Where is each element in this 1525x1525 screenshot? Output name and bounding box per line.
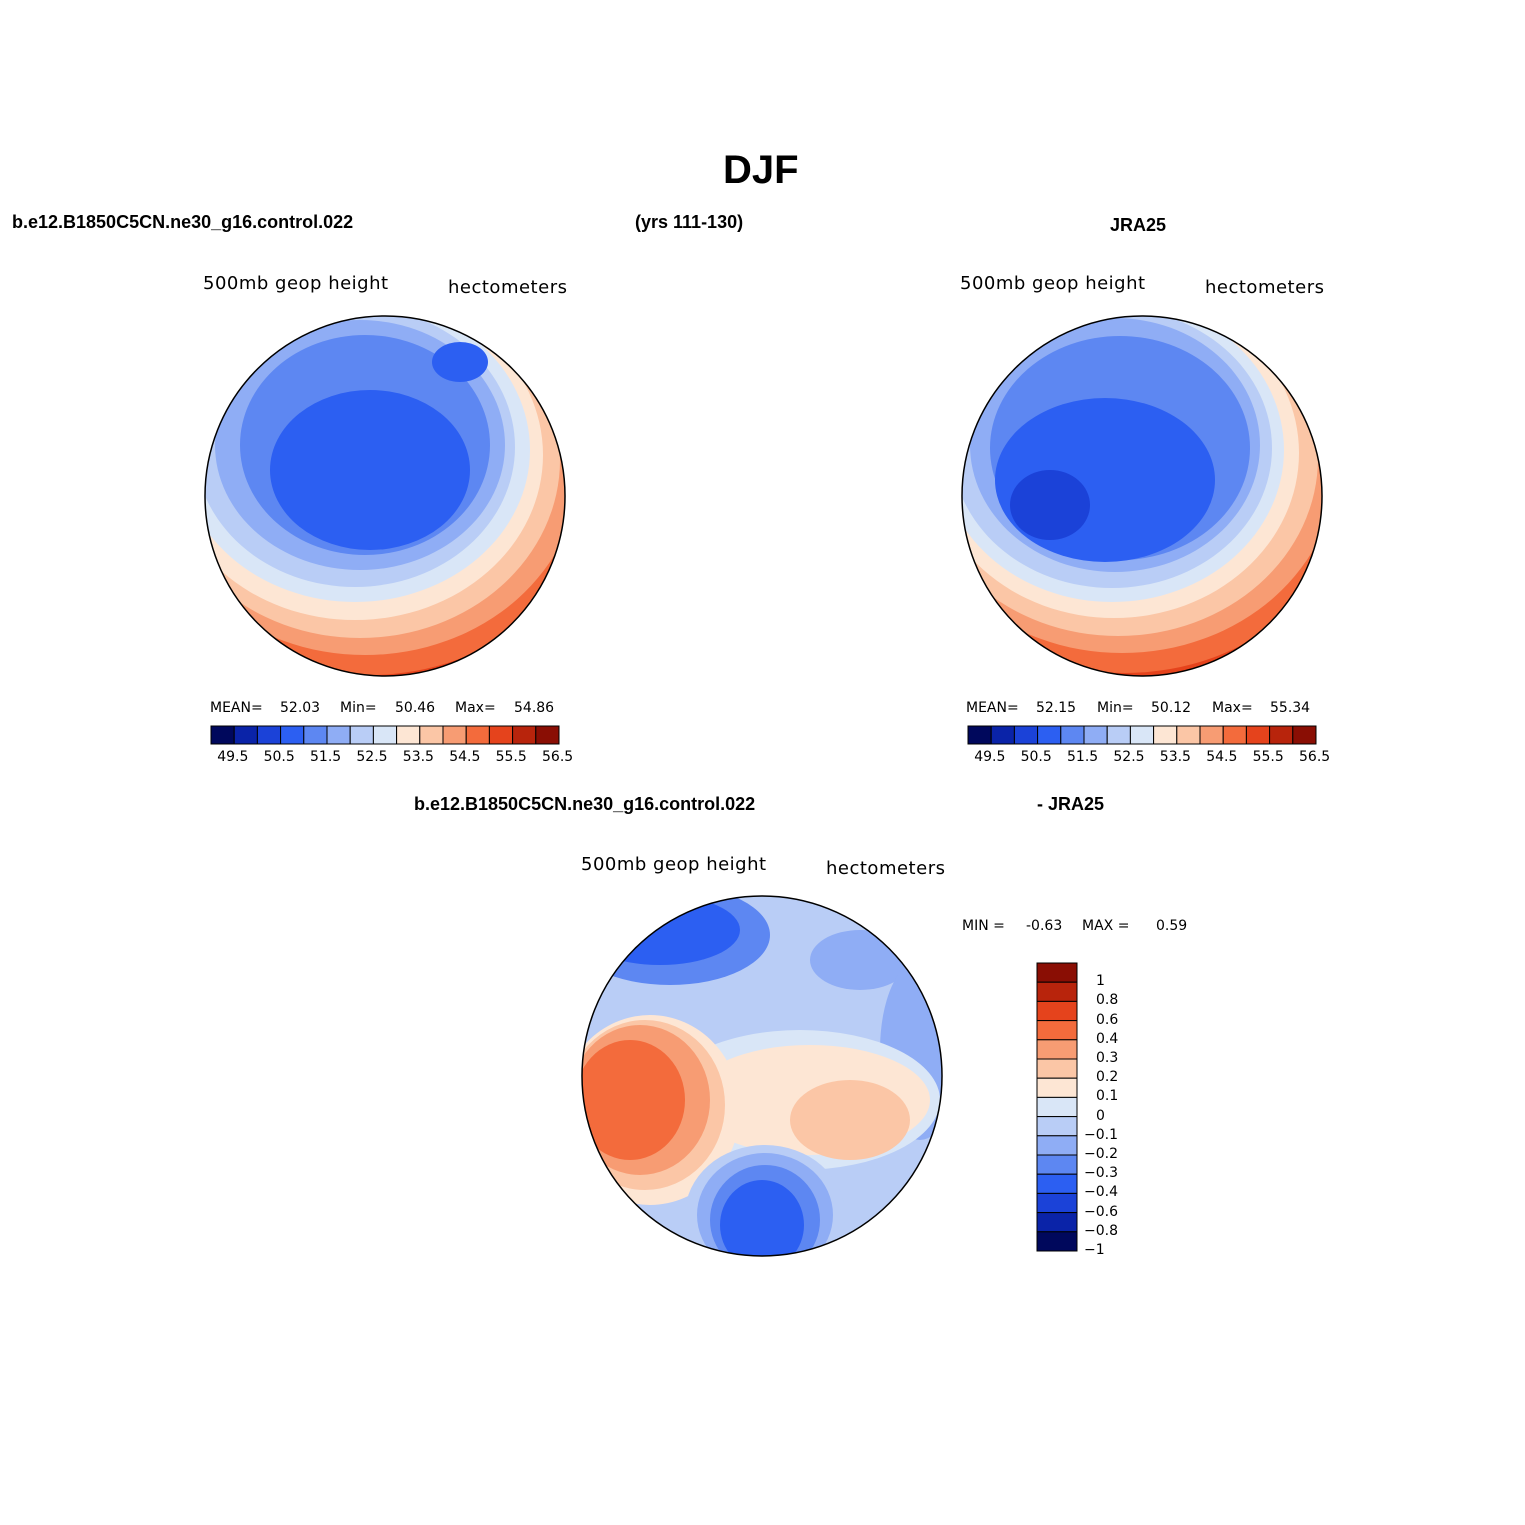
obs-min-label: Min= (1097, 700, 1134, 716)
colorbar-tick-label: 0.8 (1096, 992, 1119, 1009)
model-max-label: Max= (455, 700, 496, 716)
diff-minus-label: - JRA25 (1037, 794, 1105, 814)
colorbar-tick-label: 55.5 (495, 749, 527, 765)
colorbar-swatch (1036, 1077, 1078, 1098)
colorbar-tick-label: −0.1 (1084, 1126, 1118, 1143)
colorbar-tick-label: 49.5 (217, 749, 249, 765)
colorbar-tick-label: 56.5 (542, 749, 574, 765)
colorbar-swatch (1036, 1231, 1078, 1252)
colorbar-tick-label: 53.5 (1159, 749, 1191, 765)
colorbar-tick-label: 53.5 (402, 749, 434, 765)
diff-min-value: -0.63 (1026, 918, 1063, 934)
colorbar-tick-label: 55.5 (1252, 749, 1284, 765)
obs-variable-label: 500mb geop height (960, 273, 1146, 294)
diff-max-label: MAX = (1082, 918, 1130, 934)
model-colorbar-ticks: 49.5 50.5 51.5 52.5 53.5 54.5 55.5 56.5 (210, 749, 573, 767)
diff-colorbar-ticks: 1 0.8 0.6 0.4 0.3 0.2 0.1 0 −0.1 −0.2 −0.3 −0.4 −0.6… (1084, 962, 1144, 1258)
diff-max-value: 0.59 (1156, 918, 1188, 934)
model-mean-label: MEAN= (210, 700, 263, 716)
colorbar-tick-label: 1 (1096, 973, 1105, 990)
colorbar-swatch (1036, 962, 1078, 983)
model-colorbar (210, 725, 560, 745)
colorbar-tick-label: 51.5 (310, 749, 342, 765)
obs-name: JRA25 (1110, 215, 1167, 235)
obs-colorbar-ticks: 49.5 50.5 51.5 52.5 53.5 54.5 55.5 56.5 (967, 749, 1330, 767)
colorbar-swatch (1036, 1000, 1078, 1022)
model-units-label: hectometers (448, 277, 568, 298)
colorbar-tick-label: 56.5 (1299, 749, 1331, 765)
model-max-value: 54.86 (514, 700, 555, 716)
colorbar-tick-label: 54.5 (449, 749, 481, 765)
obs-mean-label: MEAN= (966, 700, 1019, 716)
colorbar-tick-label: 0.2 (1096, 1069, 1119, 1086)
colorbar-tick-label: 50.5 (1020, 749, 1052, 765)
colorbar-tick-label: 0.4 (1096, 1030, 1119, 1047)
colorbar-swatch (1036, 1116, 1078, 1137)
colorbar-swatch (535, 725, 560, 745)
colorbar-swatch (1036, 1039, 1078, 1060)
colorbar-swatch (1036, 1173, 1078, 1194)
colorbar-tick-label: 50.5 (263, 749, 295, 765)
model-years: (yrs 111-130) (635, 212, 744, 232)
colorbar-tick-label: 0.6 (1096, 1011, 1119, 1028)
colorbar-swatch (1036, 1212, 1078, 1233)
diff-case-name: b.e12.B1850C5CN.ne30_g16.control.022 (414, 794, 756, 814)
colorbar-tick-label: 49.5 (974, 749, 1006, 765)
colorbar-swatch (1036, 1020, 1078, 1041)
obs-max-label: Max= (1212, 700, 1253, 716)
colorbar-tick-label: −0.2 (1084, 1146, 1118, 1162)
obs-mean-value: 52.15 (1036, 700, 1077, 716)
obs-min-value: 50.12 (1151, 700, 1192, 716)
diff-units-label: hectometers (826, 858, 946, 879)
colorbar-tick-label: −0.6 (1084, 1203, 1118, 1220)
colorbar-swatch (1036, 1058, 1078, 1079)
model-min-value: 50.46 (395, 700, 436, 716)
obs-units-label: hectometers (1205, 277, 1325, 298)
colorbar-swatch (1036, 1135, 1078, 1156)
colorbar-swatch (1036, 981, 1078, 1002)
diff-min-label: MIN = (962, 918, 1005, 934)
colorbar-tick-label: −1 (1084, 1242, 1105, 1258)
colorbar-tick-label: 0.1 (1096, 1088, 1119, 1105)
model-mean-value: 52.03 (280, 700, 321, 716)
colorbar-swatch (1036, 1192, 1078, 1214)
colorbar-tick-label: 51.5 (1067, 749, 1099, 765)
model-min-label: Min= (340, 700, 377, 716)
colorbar-tick-label: 54.5 (1206, 749, 1238, 765)
colorbar-swatch (1036, 1154, 1078, 1175)
model-case-name: b.e12.B1850C5CN.ne30_g16.control.022 (12, 212, 354, 232)
diff-variable-label: 500mb geop height (581, 854, 767, 875)
colorbar-tick-label: −0.3 (1084, 1165, 1118, 1182)
colorbar-tick-label: 52.5 (356, 749, 388, 765)
colorbar-tick-label: −0.8 (1084, 1222, 1118, 1239)
figure-title: DJF (723, 148, 799, 192)
model-variable-label: 500mb geop height (203, 273, 389, 294)
obs-max-value: 55.34 (1270, 700, 1311, 716)
diff-colorbar (1036, 962, 1078, 1252)
colorbar-tick-label: 0.3 (1096, 1050, 1119, 1066)
colorbar-swatch (1036, 1096, 1078, 1118)
colorbar-tick-label: −0.4 (1084, 1184, 1118, 1201)
colorbar-tick-label: 52.5 (1113, 749, 1145, 765)
colorbar-swatch (1292, 725, 1317, 745)
obs-colorbar (967, 725, 1317, 745)
colorbar-tick-label: 0 (1096, 1107, 1105, 1124)
